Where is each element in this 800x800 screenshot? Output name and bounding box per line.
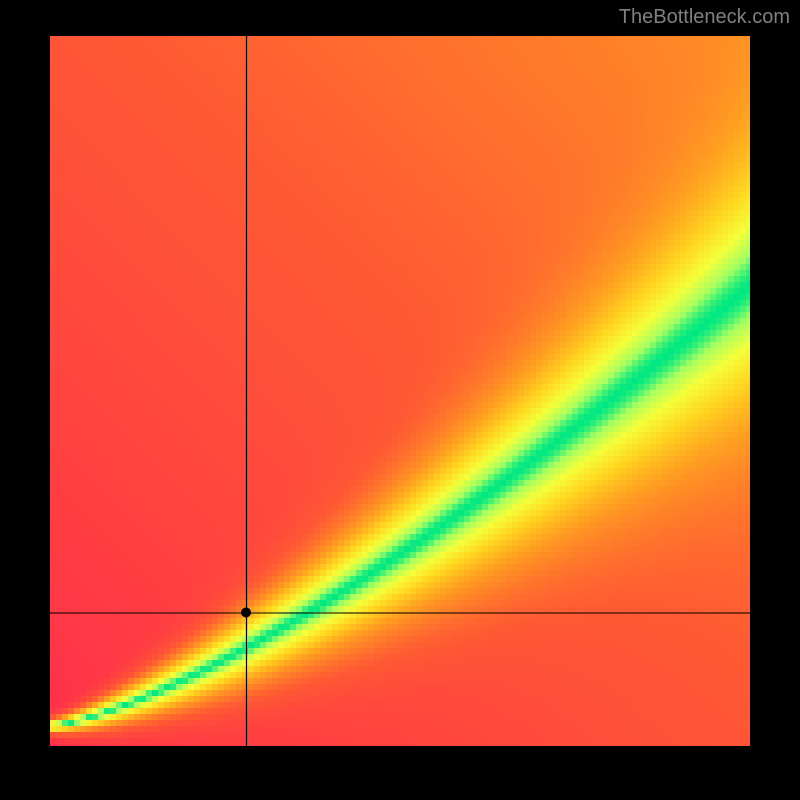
watermark-text: TheBottleneck.com bbox=[619, 6, 790, 29]
heatmap-plot bbox=[50, 36, 750, 746]
heatmap-canvas bbox=[50, 36, 750, 746]
